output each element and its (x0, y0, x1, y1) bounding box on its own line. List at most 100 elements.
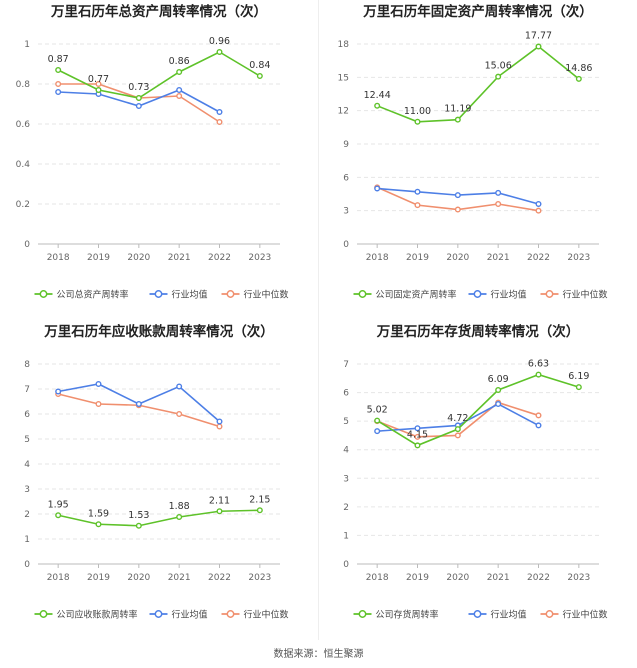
data-point-avg (135, 400, 142, 407)
x-tick-label: 2020 (127, 573, 150, 583)
chart-title: 万里石历年总资产周转率情况（次） (50, 3, 267, 20)
y-tick-label: 0.4 (16, 160, 31, 170)
data-point-company (535, 43, 542, 50)
data-point-median (535, 207, 542, 214)
data-point-median (495, 200, 502, 207)
data-point-median (414, 433, 421, 440)
x-tick-label: 2023 (567, 573, 590, 583)
data-point-company (216, 49, 223, 56)
y-tick-label: 3 (343, 207, 349, 217)
chart-total-asset-turnover: 万里石历年总资产周转率情况（次） 0 0.2 0.4 0.6 0.8 1 2018 2019 20… (16, 3, 289, 301)
data-point-median (454, 206, 461, 213)
legend-marker (358, 610, 367, 618)
y-tick-label: 6 (343, 389, 349, 399)
data-point-company (135, 94, 142, 101)
x-tick-label: 2021 (487, 253, 510, 263)
y-tick-label: 0.2 (16, 200, 30, 210)
data-label: 1.53 (128, 510, 149, 521)
y-tick-label: 8 (24, 360, 30, 370)
data-point-company (256, 507, 263, 514)
chart-panel-total-asset-turnover: 万里石历年总资产周转率情况（次） 0 0.2 0.4 0.6 0.8 1 2018 2019 20… (0, 0, 318, 320)
data-point-company (95, 521, 102, 528)
data-point-median (176, 92, 183, 99)
legend-item-company: 公司固定资产周转率 (353, 289, 457, 301)
x-tick-label: 2018 (366, 573, 389, 583)
x-tick-label: 2023 (567, 253, 590, 263)
chart-title: 万里石历年应收账款周转率情况（次） (43, 323, 274, 340)
x-tick-label: 2022 (208, 573, 231, 583)
chart-inventory-turnover: 万里石历年存货周转率情况（次） 0 1 2 3 4 5 6 7 2018 2019 2020 2021 2… (343, 323, 608, 621)
data-label: 11.19 (444, 104, 471, 115)
y-tick-label: 0.6 (16, 120, 31, 130)
y-tick-label: 9 (343, 140, 349, 150)
y-tick-label: 4 (343, 446, 349, 456)
y-tick-label: 15 (338, 73, 349, 83)
data-point-avg (495, 400, 502, 407)
data-label: 0.86 (169, 56, 190, 67)
legend-item-avg: 行业均值 (468, 289, 527, 301)
legend-label: 公司应收账款周转率 (57, 609, 138, 621)
data-point-avg (176, 383, 183, 390)
data-point-avg (495, 189, 502, 196)
x-tick-label: 2018 (47, 573, 70, 583)
y-tick-label: 1 (343, 531, 349, 541)
y-tick-label: 2 (343, 503, 349, 513)
legend-label: 公司固定资产周转率 (376, 289, 457, 301)
data-label: 0.96 (209, 36, 230, 47)
data-point-median (414, 202, 421, 209)
data-label: 17.77 (525, 31, 552, 42)
y-tick-label: 6 (343, 173, 349, 183)
data-point-median (535, 412, 542, 419)
data-point-company (575, 75, 582, 82)
data-point-company (135, 522, 142, 529)
x-tick-label: 2022 (527, 573, 550, 583)
data-label: 15.06 (485, 61, 512, 72)
legend-item-avg: 行业均值 (468, 609, 527, 621)
data-label: 4.72 (447, 413, 468, 424)
legend-marker (39, 610, 48, 618)
legend-label: 公司存货周转率 (376, 609, 439, 621)
legend-label: 行业中位数 (563, 609, 608, 621)
data-label: 14.86 (565, 63, 592, 74)
data-label: 11.00 (404, 106, 431, 117)
data-label: 6.09 (488, 374, 509, 385)
chart-receivables-turnover: 万里石历年应收账款周转率情况（次） 0 1 2 3 4 5 6 7 8 2018 2019 2020 20… (24, 323, 289, 621)
data-point-avg (55, 88, 62, 95)
y-tick-label: 18 (338, 40, 350, 50)
y-tick-label: 0.8 (16, 80, 31, 90)
data-point-company (176, 68, 183, 75)
y-tick-label: 6 (24, 410, 30, 420)
data-point-avg (535, 422, 542, 429)
y-tick-label: 2 (24, 510, 30, 520)
legend-label: 行业均值 (172, 289, 208, 301)
panel-divider (318, 0, 319, 640)
data-point-avg (414, 425, 421, 432)
legend-item-avg: 行业均值 (149, 609, 208, 621)
data-label: 0.77 (88, 74, 109, 85)
y-tick-label: 12 (338, 107, 349, 117)
x-tick-label: 2020 (127, 253, 150, 263)
series-line-company (57, 509, 260, 527)
data-point-median (176, 410, 183, 417)
data-label: 6.19 (568, 371, 589, 382)
y-tick-label: 3 (24, 485, 30, 495)
data-point-company (55, 512, 62, 519)
data-point-company (374, 417, 381, 424)
y-tick-label: 7 (343, 360, 349, 370)
data-point-avg (374, 185, 381, 192)
legend-marker (545, 290, 554, 298)
data-point-company (216, 508, 223, 515)
data-point-avg (374, 428, 381, 435)
data-point-company (95, 86, 102, 93)
data-point-company (256, 72, 263, 79)
data-label: 2.15 (249, 494, 270, 505)
data-point-company (454, 426, 461, 433)
legend-label: 行业中位数 (244, 609, 289, 621)
legend-label: 公司总资产周转率 (57, 289, 129, 301)
y-tick-label: 0 (24, 560, 30, 570)
legend-item-median: 行业中位数 (221, 289, 289, 301)
y-tick-label: 0 (343, 240, 349, 250)
x-tick-label: 2021 (168, 253, 191, 263)
data-source-note: 数据来源：恒生聚源 (273, 649, 364, 660)
legend-marker (545, 610, 554, 618)
